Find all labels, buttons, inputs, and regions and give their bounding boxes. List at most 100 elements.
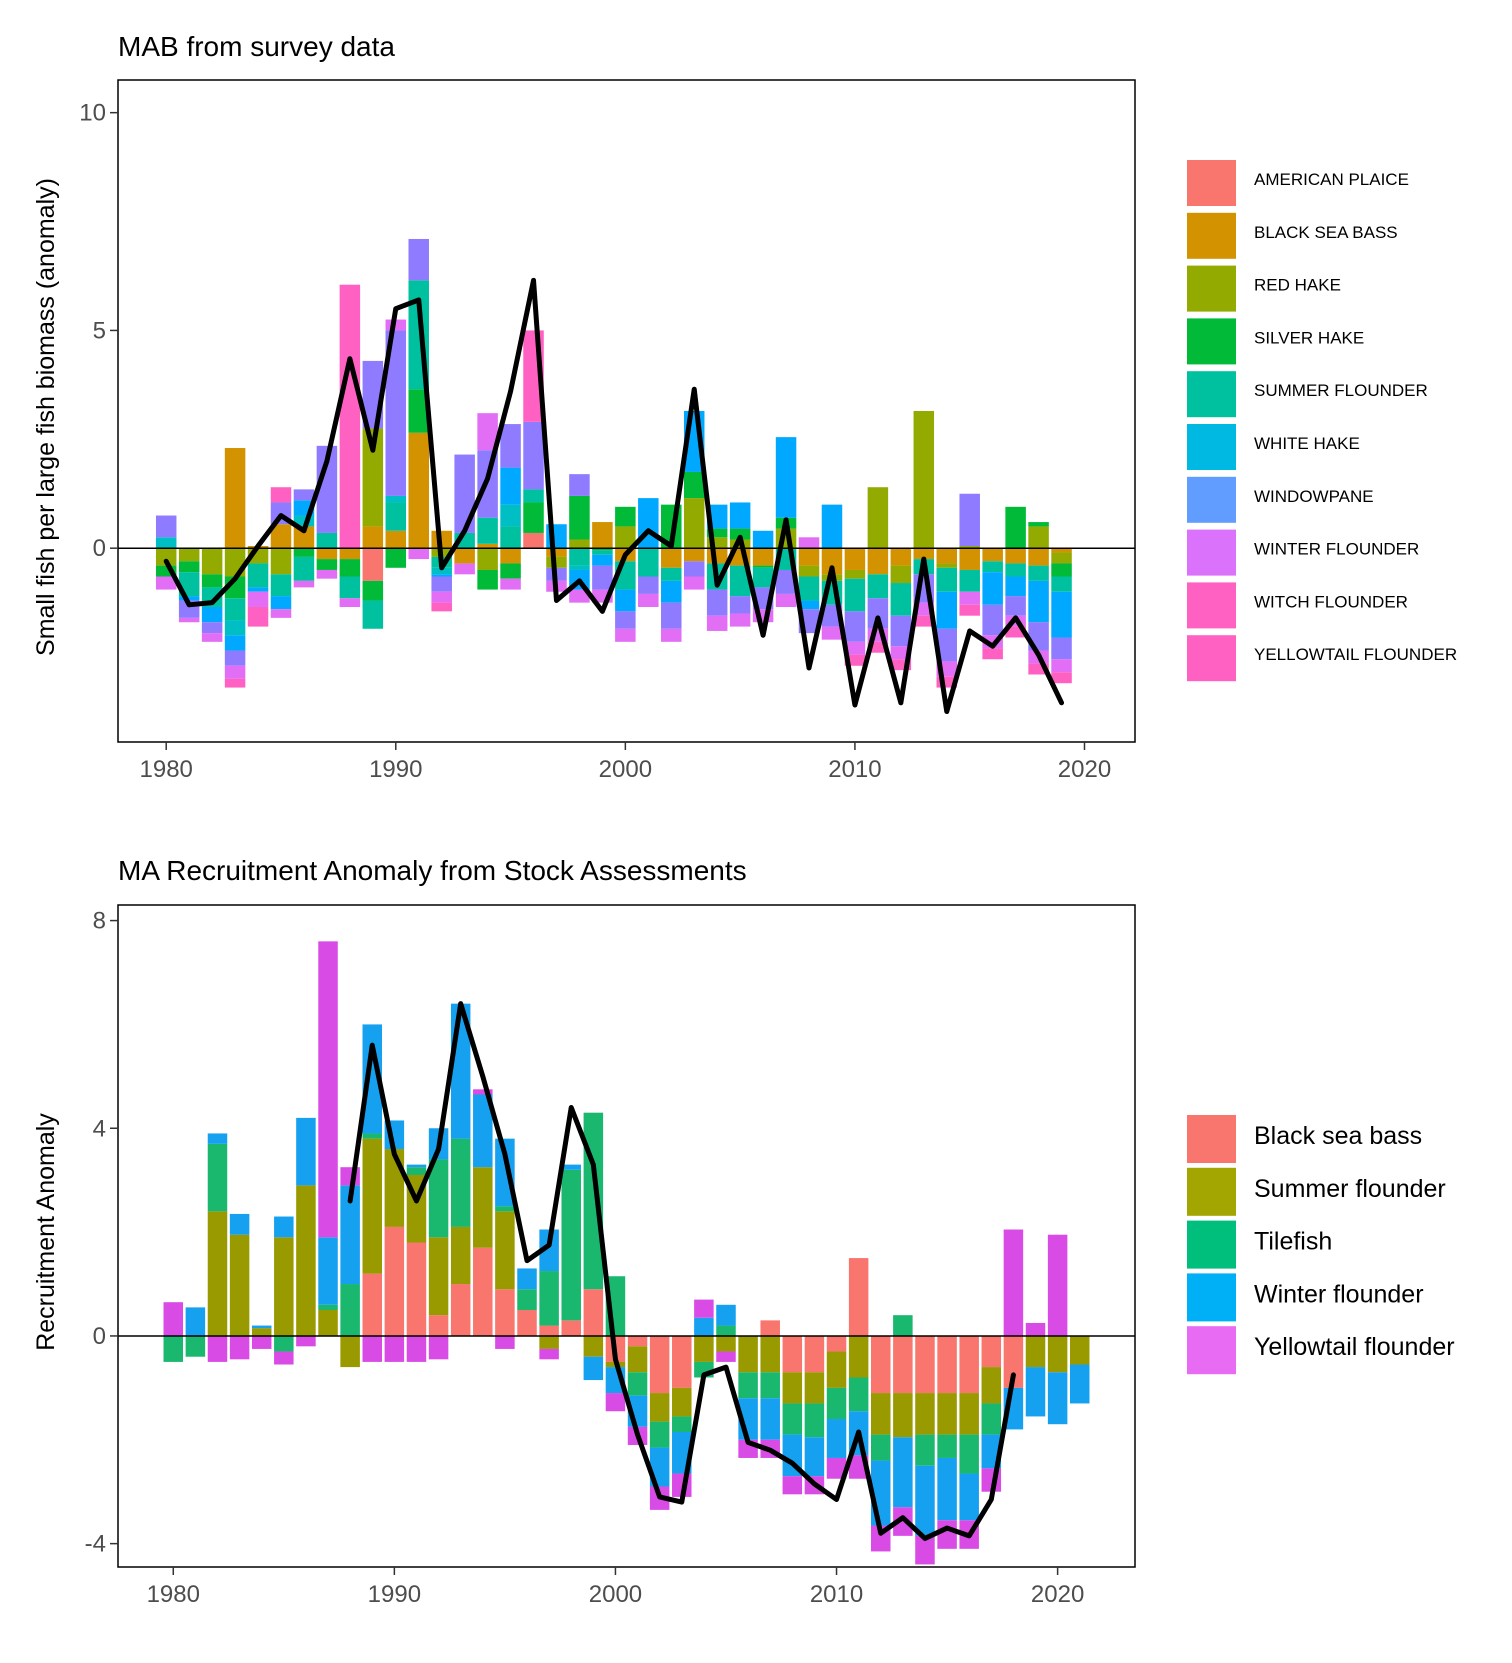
- bar-tilefish-2017: [981, 1403, 1002, 1435]
- bar-summer-flounder-2019: [1051, 576, 1072, 592]
- bar-summer-flounder-1999: [592, 550, 613, 555]
- bar-red-hake-2003: [683, 498, 705, 549]
- bar-yellowtail-flounder-2010: [826, 1457, 847, 1479]
- bar-yellowtail-flounder-2016: [982, 648, 1003, 660]
- bar-black-sea-bass-2010: [826, 1335, 847, 1352]
- legend-label-winter-flounder: Winter flounder: [1254, 1280, 1424, 1308]
- bar-black-sea-bass-1995: [500, 548, 521, 564]
- bar-windowpane-2016: [982, 572, 1003, 605]
- bar-summer-flounder-2002: [661, 567, 682, 581]
- legend-label-black-sea-bass: BLACK SEA BASS: [1254, 223, 1398, 242]
- bar-witch-flounder-2004: [706, 615, 728, 631]
- bar-yellowtail-flounder-1995: [495, 1335, 515, 1349]
- bar-black-sea-bass-2010: [844, 548, 866, 570]
- bar-winter-flounder-2004: [706, 589, 728, 616]
- bar-black-sea-bass-2007: [760, 1320, 780, 1336]
- bar-black-sea-bass-1999: [583, 1289, 604, 1336]
- bar-yellowtail-flounder-1984: [251, 1335, 272, 1349]
- bar-winter-flounder-1986: [293, 489, 315, 501]
- bar-summer-flounder-2019: [1025, 1335, 1046, 1368]
- total-line: [347, 1001, 1016, 1541]
- bar-witch-flounder-1981: [178, 617, 200, 623]
- bar-silver-hake-1982: [201, 574, 223, 588]
- bar-yellowtail-flounder-2012: [890, 659, 912, 671]
- bar-red-hake-2014: [936, 563, 957, 568]
- bar-winter-flounder-1983: [229, 1213, 250, 1235]
- y-tick-label-0: 0: [93, 535, 106, 562]
- bar-summer-flounder-1998: [569, 548, 590, 566]
- bar-summer-flounder-1989: [362, 600, 384, 629]
- bar-winter-flounder-1986: [296, 1117, 316, 1186]
- bar-yellowtail-flounder-2013: [913, 615, 935, 627]
- bar-red-hake-1981: [178, 548, 200, 562]
- bar-black-sea-bass-2014: [915, 1335, 935, 1394]
- bar-black-sea-bass-1997: [546, 548, 567, 557]
- bar-black-sea-bass-2009: [804, 1335, 825, 1373]
- bar-winter-flounder-1991: [408, 238, 429, 281]
- legend: Black sea bass Summer flounder Tilefish Win…: [1187, 1115, 1455, 1375]
- bar-silver-hake-2019: [1051, 563, 1072, 577]
- bar-yellowtail-flounder-1986: [296, 1335, 316, 1347]
- bar-summer-flounder-2012: [871, 1393, 891, 1435]
- bar-black-sea-bass-2015: [959, 548, 980, 570]
- bar-silver-hake-1989: [362, 580, 384, 601]
- bar-silver-hake-1990: [385, 548, 407, 568]
- bar-summer-flounder-2003: [672, 1387, 692, 1417]
- bar-summer-flounder-2014: [915, 1393, 935, 1435]
- bar-windowpane-1982: [201, 606, 223, 623]
- bar-silver-hake-1998: [569, 495, 590, 540]
- bar-red-hake-1998: [569, 539, 590, 549]
- chart-title: MA Recruitment Anomaly from Stock Assess…: [118, 855, 747, 886]
- legend-label-black-sea-bass: Black sea bass: [1254, 1122, 1422, 1150]
- bar-silver-hake-1987: [316, 559, 338, 570]
- y-tick-label--4: -4: [85, 1531, 106, 1558]
- bar-summer-flounder-1982: [207, 1211, 228, 1336]
- bar-witch-flounder-2010: [844, 641, 866, 655]
- bar-yellowtail-flounder-2008: [782, 1476, 803, 1495]
- bar-tilefish-1997: [539, 1271, 559, 1326]
- bar-black-sea-bass-2003: [672, 1335, 692, 1388]
- x-tick-label-1990: 1990: [369, 756, 422, 783]
- bar-winter-flounder-2009: [804, 1437, 825, 1477]
- bar-windowpane-2018: [1028, 580, 1049, 623]
- bar-black-sea-bass-1987: [316, 548, 338, 560]
- bar-tilefish-2014: [915, 1434, 935, 1466]
- bar-tilefish-1981: [185, 1335, 206, 1357]
- x-tick-label-2010: 2010: [828, 756, 881, 783]
- bar-silver-hake-2017: [1005, 506, 1026, 549]
- bar-yellowtail-flounder-1992: [428, 1335, 449, 1360]
- bar-winter-flounder-1992: [431, 576, 452, 592]
- bar-winter-flounder-2001: [638, 576, 659, 594]
- bar-summer-flounder-1995: [500, 526, 521, 549]
- bar-winter-flounder-2016: [982, 604, 1003, 636]
- bar-summer-flounder-1994: [477, 517, 498, 544]
- x-tick-label-2020: 2020: [1058, 756, 1111, 783]
- total-line: [163, 277, 1065, 715]
- bar-red-hake-1989: [362, 428, 384, 527]
- bar-yellowtail-flounder-1994: [473, 1089, 493, 1095]
- bar-silver-hake-2006: [752, 565, 774, 568]
- bar-red-hake-2013: [913, 411, 935, 549]
- bar-summer-flounder-1989: [362, 1138, 382, 1274]
- bar-yellowtail-flounder-1987: [318, 941, 338, 1238]
- bar-winter-flounder-2019: [1025, 1367, 1046, 1417]
- bar-tilefish-2010: [826, 1387, 847, 1420]
- bar-winter-flounder-1991: [406, 1164, 427, 1168]
- bar-windowpane-1992: [431, 574, 452, 577]
- bar-summer-flounder-1992: [428, 1237, 449, 1316]
- bar-yellowtail-flounder-1991: [406, 1335, 427, 1362]
- bar-winter-flounder-1993: [454, 454, 475, 533]
- bar-witch-flounder-1980: [155, 576, 177, 590]
- bar-summer-flounder-2017: [1005, 563, 1026, 577]
- bar-windowpane-2014: [936, 591, 957, 629]
- bar-white-hake-1980: [155, 537, 177, 549]
- x-tick-label-2010: 2010: [810, 1581, 863, 1608]
- bar-witch-flounder-1984: [247, 591, 269, 607]
- bar-winter-flounder-2017: [1005, 596, 1026, 616]
- bar-silver-hake-2018: [1028, 522, 1049, 527]
- bar-winter-flounder-2005: [729, 596, 751, 614]
- bar-summer-flounder-2015: [959, 569, 980, 592]
- bar-summer-flounder-1987: [318, 1309, 338, 1336]
- bar-winter-flounder-1996: [517, 1268, 537, 1290]
- bar-tilefish-2011: [848, 1377, 869, 1412]
